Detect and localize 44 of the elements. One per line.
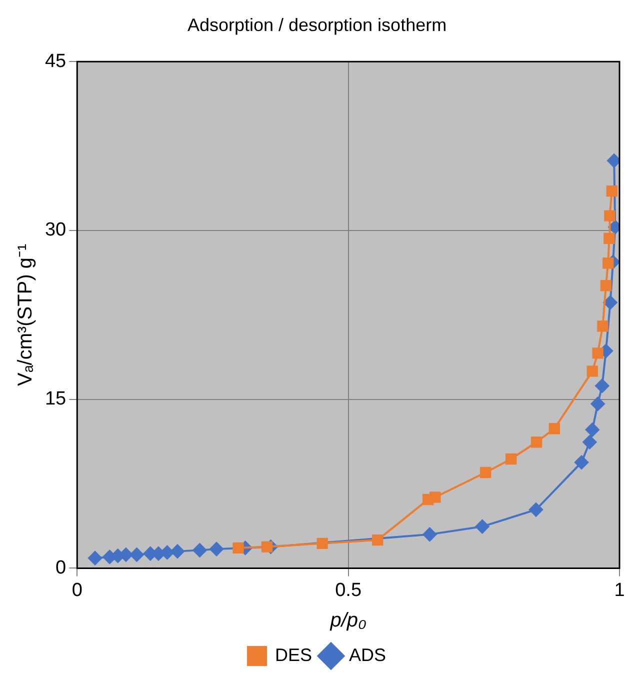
point [232,542,244,554]
point [590,396,605,411]
point [597,320,608,332]
point [595,378,610,393]
point [170,544,184,558]
point [528,502,543,517]
point [585,422,600,437]
x-tick-label: 0.5 [335,580,362,601]
point [210,542,224,556]
x-tick-label: 1 [614,580,625,601]
point [592,348,604,359]
y-tick-label: 45 [44,50,66,72]
point [603,296,618,310]
legend-label: DES [274,644,312,665]
point [604,210,616,222]
point [505,453,517,465]
point [600,280,612,292]
point [422,527,437,542]
point [548,423,560,434]
point [160,545,174,560]
point [604,232,615,244]
y-tick-label: 0 [56,557,66,578]
point [480,466,492,478]
point [602,258,614,269]
point [261,541,273,552]
point [430,492,441,503]
x-axis-title: p/p₀ [329,610,366,632]
point [530,436,542,448]
point [372,534,384,546]
point [586,366,598,377]
point [574,455,589,470]
chart-title: Adsorption / desorption isotherm [187,14,447,35]
point [475,520,490,534]
point [316,538,328,550]
legend-label: ADS [349,644,386,665]
point [192,543,207,558]
point [88,551,102,566]
point [606,185,618,197]
y-axis-title: Vₐ/cm³(STP) g⁻¹ [14,243,37,386]
y-tick-label: 30 [44,220,66,241]
point [582,435,597,450]
x-tick-label: 0 [72,580,82,601]
y-tick-label: 15 [44,388,66,410]
point [130,548,144,562]
